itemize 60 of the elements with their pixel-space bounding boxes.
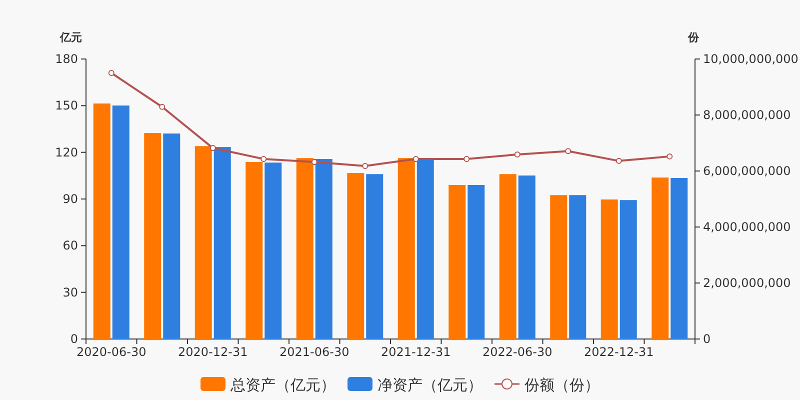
bar [448,185,466,339]
y-tick-label: 150 [55,98,78,113]
bar [499,174,516,339]
point [108,70,114,76]
point [514,151,520,158]
y2-tick-label: 2,000,000,000 [703,276,791,290]
bar [600,199,618,339]
y-tick-label: 60 [62,238,78,253]
bar [296,158,314,339]
bar [468,185,485,339]
bar [112,106,130,339]
legend-label: 净资产（亿元） [378,376,482,394]
bar [163,134,180,339]
y2-tick-label: 6,000,000,000 [703,164,791,178]
bar [569,195,586,339]
bar [518,176,536,339]
bar [214,147,231,339]
legend-label: 总资产（亿元） [230,376,336,394]
bar [620,200,637,339]
y-axis-title: 亿元 [59,31,82,44]
bar [652,178,669,339]
bar [366,174,384,339]
point [412,156,419,162]
x-tick-label: 2020-12-31 [178,345,248,359]
point [565,148,572,154]
y-tick-label: 120 [55,145,78,160]
bar [264,162,282,339]
x-tick-label: 2022-12-31 [584,345,654,359]
bar [416,158,434,339]
y-tick-label: 0 [70,332,78,346]
bar [550,195,568,339]
y2-axis-title: 份 [687,31,700,44]
bar [246,162,263,339]
y2-tick-label: 4,000,000,000 [703,220,791,234]
x-tick-label: 2021-12-31 [381,345,451,359]
y-tick-label: 180 [55,52,78,66]
y-tick-label: 90 [62,192,78,206]
y2-tick-label: 8,000,000,000 [703,108,791,122]
point [210,145,216,152]
x-tick-label: 2022-06-30 [482,345,552,359]
bar [315,159,332,339]
y-tick-label: 30 [62,285,78,300]
point [362,162,368,169]
point [616,158,622,164]
bar [93,103,110,339]
x-tick-label: 2021-06-30 [280,345,350,359]
bar [194,146,212,339]
bar [347,173,364,339]
x-tick-label: 2020-06-30 [76,345,146,359]
bar [670,178,688,339]
point [159,104,166,110]
point [311,159,318,166]
legend-label: 份额（份） [524,376,600,394]
point [464,156,470,162]
bar [398,158,415,339]
y2-tick-label: 10,000,000,000 [703,52,798,66]
bar [144,133,162,339]
point [666,153,673,160]
y2-tick-label: 0 [703,332,711,346]
point [260,156,267,162]
